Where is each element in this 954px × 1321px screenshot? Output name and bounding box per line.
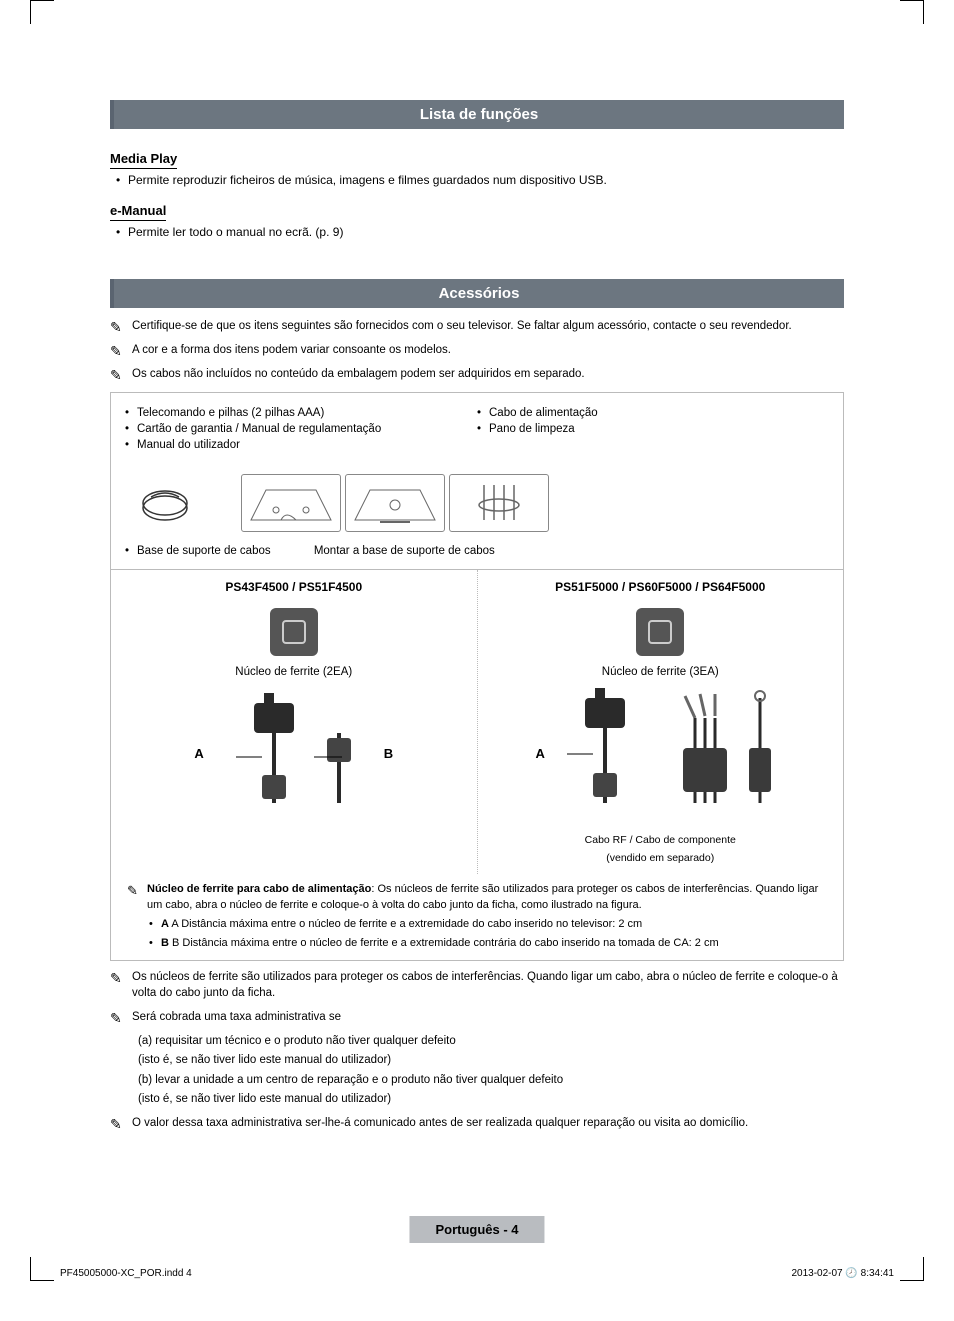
accessories-right-col: Cabo de alimentação Pano de limpeza bbox=[477, 403, 829, 455]
ferrite-general-note: Os núcleos de ferrite são utilizados par… bbox=[110, 969, 844, 1001]
ferrite-left-label: Núcleo de ferrite (2EA) bbox=[121, 666, 467, 678]
ferrite-icon-left bbox=[270, 608, 318, 656]
acc-item: Manual do utilizador bbox=[125, 439, 477, 451]
accessories-images-row bbox=[111, 465, 843, 541]
models-left-cell: PS43F4500 / PS51F4500 Núcleo de ferrite … bbox=[111, 570, 478, 874]
subhead-media-play: Media Play bbox=[110, 151, 177, 169]
section-title-accessories: Acessórios bbox=[110, 279, 844, 308]
admin-fee-b2: (isto é, se não tiver lido este manual d… bbox=[110, 1091, 844, 1107]
footer-left: PF45005000-XC_POR.indd 4 bbox=[60, 1268, 192, 1279]
accessory-note-1: Certifique-se de que os itens seguintes … bbox=[110, 318, 844, 334]
rf-caption-2: (vendido em separado) bbox=[488, 852, 834, 864]
crop-mark-tl bbox=[30, 0, 54, 24]
accessories-labels-row: Base de suporte de cabos Montar a base d… bbox=[111, 541, 843, 569]
cable-diagram-left: A B bbox=[121, 678, 467, 828]
admin-fee-a: (a) requisitar um técnico e o produto nã… bbox=[110, 1033, 844, 1049]
label-b-left: B bbox=[384, 746, 393, 761]
ferrite-note-b-text: B Distância máxima entre o núcleo de fer… bbox=[172, 937, 719, 949]
cable-base-mount-label: Montar a base de suporte de cabos bbox=[314, 545, 495, 557]
accessory-note-3: Os cabos não incluídos no conteúdo da em… bbox=[110, 366, 844, 382]
cable-base-icon bbox=[125, 473, 205, 533]
page-number: Português - 4 bbox=[409, 1216, 544, 1243]
ferrite-right-label: Núcleo de ferrite (3EA) bbox=[488, 666, 834, 678]
acc-item: Cartão de garantia / Manual de regulamen… bbox=[125, 423, 477, 435]
admin-fee-b: (b) levar a unidade a um centro de repar… bbox=[110, 1072, 844, 1088]
accessory-note-2: A cor e a forma dos itens podem variar c… bbox=[110, 342, 844, 358]
subhead-e-manual: e-Manual bbox=[110, 203, 166, 221]
mount-step-1 bbox=[241, 474, 341, 532]
ferrite-note-a: A A Distância máxima entre o núcleo de f… bbox=[125, 917, 829, 933]
acc-item: Pano de limpeza bbox=[477, 423, 829, 435]
label-a-left: A bbox=[194, 746, 203, 761]
media-play-text: Permite reproduzir ficheiros de música, … bbox=[110, 173, 844, 187]
mount-step-2 bbox=[345, 474, 445, 532]
accessories-list-row: Telecomando e pilhas (2 pilhas AAA) Cart… bbox=[111, 393, 843, 465]
ferrite-note-a-text: A Distância máxima entre o núcleo de fer… bbox=[171, 918, 642, 930]
rf-caption-1: Cabo RF / Cabo de componente bbox=[488, 834, 834, 846]
acc-item: Cabo de alimentação bbox=[477, 407, 829, 419]
acc-item: Telecomando e pilhas (2 pilhas AAA) bbox=[125, 407, 477, 419]
models-right-cell: PS51F5000 / PS60F5000 / PS64F5000 Núcleo… bbox=[478, 570, 844, 874]
cable-base-mount-icon bbox=[235, 473, 555, 533]
admin-fee-lead: Será cobrada uma taxa administrativa se bbox=[110, 1009, 844, 1025]
cable-base-label: Base de suporte de cabos bbox=[125, 545, 271, 557]
crop-mark-br bbox=[900, 1257, 924, 1281]
ferrite-note-block: Núcleo de ferrite para cabo de alimentaç… bbox=[111, 874, 843, 960]
mount-step-3 bbox=[449, 474, 549, 532]
accessories-left-col: Telecomando e pilhas (2 pilhas AAA) Cart… bbox=[125, 403, 477, 455]
page-content: Lista de funções Media Play Permite repr… bbox=[110, 60, 844, 1139]
accessories-box: Telecomando e pilhas (2 pilhas AAA) Cart… bbox=[110, 392, 844, 961]
cable-diagram-right: A bbox=[488, 678, 834, 828]
models-split-row: PS43F4500 / PS51F4500 Núcleo de ferrite … bbox=[111, 569, 843, 874]
admin-fee-a2: (isto é, se não tiver lido este manual d… bbox=[110, 1052, 844, 1068]
footer-right: 2013-02-07 🕗 8:34:41 bbox=[791, 1268, 894, 1279]
ferrite-note-lead: Núcleo de ferrite para cabo de alimentaç… bbox=[125, 882, 829, 914]
ferrite-note-bold: Núcleo de ferrite para cabo de alimentaç… bbox=[147, 883, 371, 895]
crop-mark-tr bbox=[900, 0, 924, 24]
admin-fee-final: O valor dessa taxa administrativa ser-lh… bbox=[110, 1115, 844, 1131]
crop-mark-bl bbox=[30, 1257, 54, 1281]
models-right-title: PS51F5000 / PS60F5000 / PS64F5000 bbox=[488, 580, 834, 594]
section-title-functions: Lista de funções bbox=[110, 100, 844, 129]
ferrite-icon-right bbox=[636, 608, 684, 656]
label-a-right: A bbox=[536, 746, 545, 761]
e-manual-text: Permite ler todo o manual no ecrã. (p. 9… bbox=[110, 225, 844, 239]
ferrite-note-b: B B Distância máxima entre o núcleo de f… bbox=[125, 936, 829, 952]
models-left-title: PS43F4500 / PS51F4500 bbox=[121, 580, 467, 594]
